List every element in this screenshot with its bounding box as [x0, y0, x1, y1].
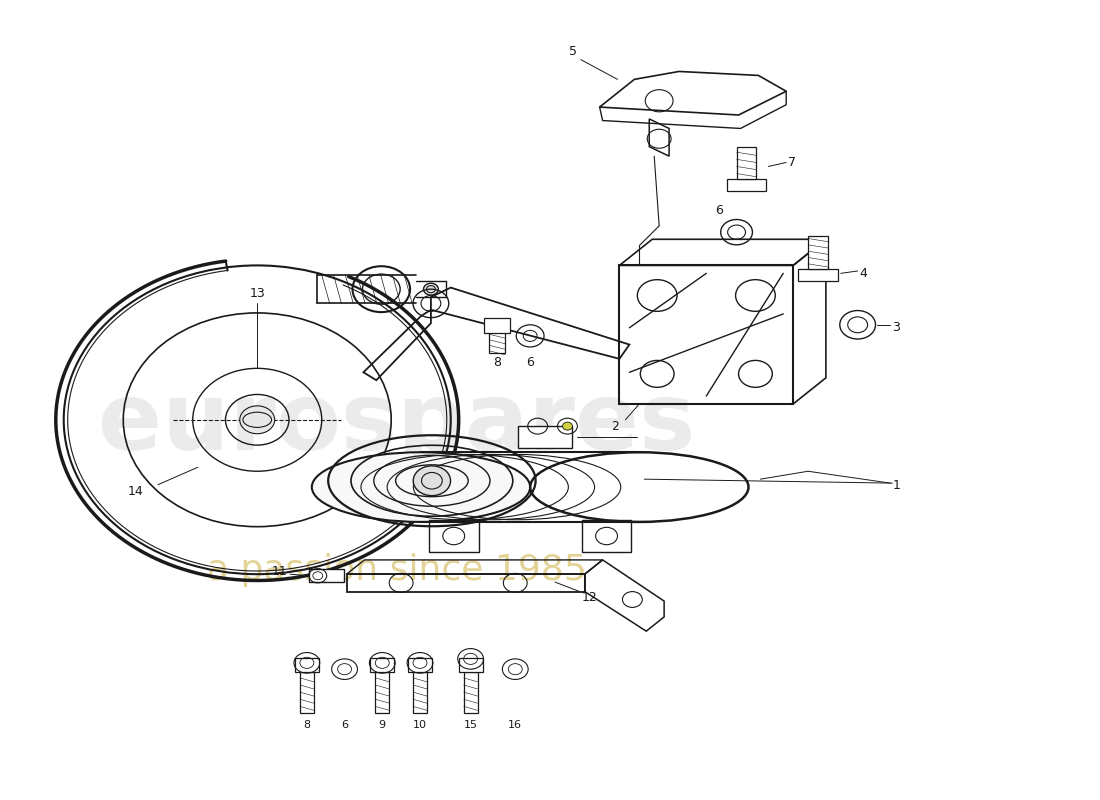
Circle shape [562, 422, 572, 430]
Text: 6: 6 [526, 356, 535, 370]
Circle shape [414, 466, 451, 496]
Text: 12: 12 [582, 591, 597, 605]
Text: 11: 11 [272, 566, 287, 578]
Text: 15: 15 [463, 719, 477, 730]
FancyBboxPatch shape [309, 570, 343, 582]
FancyBboxPatch shape [300, 671, 313, 713]
Text: 6: 6 [341, 719, 348, 730]
FancyBboxPatch shape [295, 658, 319, 671]
Circle shape [240, 406, 275, 434]
FancyBboxPatch shape [518, 426, 572, 448]
Text: 14: 14 [128, 485, 143, 498]
Text: 4: 4 [859, 267, 868, 280]
FancyBboxPatch shape [464, 671, 477, 713]
FancyBboxPatch shape [799, 270, 838, 282]
FancyBboxPatch shape [737, 147, 757, 179]
FancyBboxPatch shape [459, 658, 483, 671]
Text: a passion since 1985: a passion since 1985 [207, 554, 587, 587]
FancyBboxPatch shape [412, 671, 427, 713]
Text: 13: 13 [250, 286, 265, 300]
Text: 5: 5 [569, 45, 576, 58]
Text: 6: 6 [715, 203, 723, 217]
Text: 8: 8 [494, 356, 502, 370]
Text: 9: 9 [378, 719, 386, 730]
Text: 16: 16 [508, 719, 522, 730]
FancyBboxPatch shape [490, 329, 505, 353]
Text: 8: 8 [304, 719, 310, 730]
FancyBboxPatch shape [408, 658, 432, 671]
Ellipse shape [311, 452, 530, 522]
FancyBboxPatch shape [484, 318, 510, 333]
Text: 3: 3 [892, 321, 900, 334]
FancyBboxPatch shape [371, 658, 394, 671]
FancyBboxPatch shape [808, 236, 828, 270]
Ellipse shape [424, 283, 439, 295]
FancyBboxPatch shape [375, 671, 389, 713]
Text: 1: 1 [892, 479, 900, 492]
Text: eurospares: eurospares [99, 378, 696, 470]
Text: 2: 2 [612, 420, 619, 433]
FancyBboxPatch shape [727, 179, 767, 191]
Text: 7: 7 [789, 156, 796, 169]
Text: 10: 10 [412, 719, 427, 730]
